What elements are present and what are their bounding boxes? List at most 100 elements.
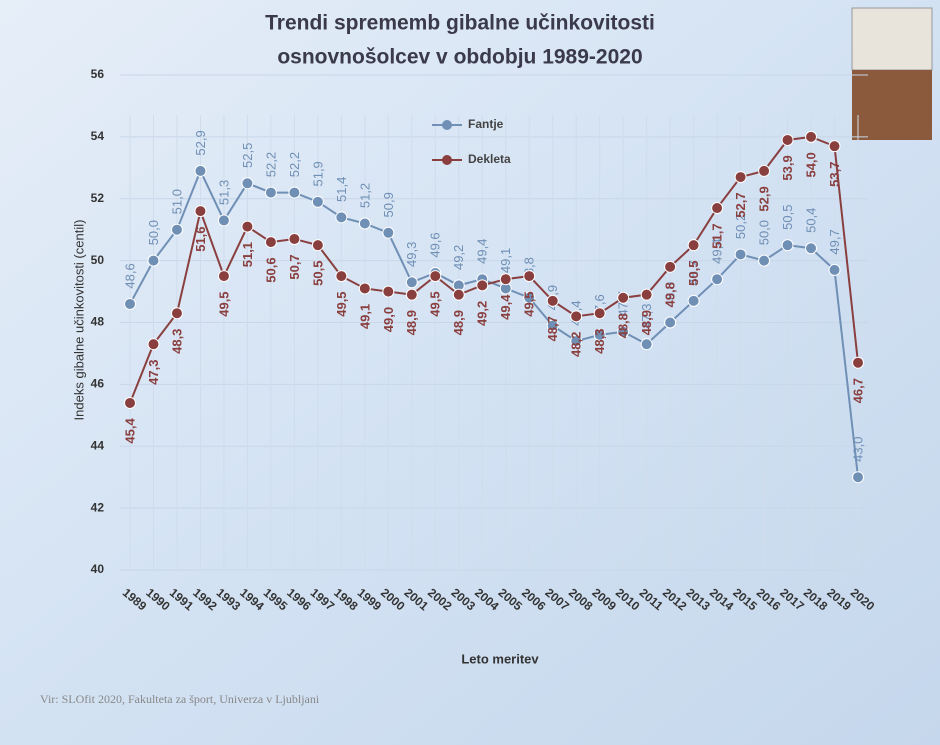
- data-point: [687, 239, 700, 252]
- data-point: [217, 214, 230, 227]
- data-point: [194, 164, 207, 177]
- data-label: 52,9: [757, 186, 772, 211]
- data-label: 49,4: [710, 239, 725, 264]
- data-point: [640, 338, 653, 351]
- data-point: [781, 133, 794, 146]
- data-point: [617, 291, 630, 304]
- data-label: 50,7: [287, 254, 302, 279]
- data-point: [147, 338, 160, 351]
- data-label: 51,2: [357, 183, 372, 208]
- data-label: 50,5: [686, 261, 701, 286]
- data-point: [734, 248, 747, 261]
- data-label: 49,2: [475, 301, 490, 326]
- data-point: [546, 294, 559, 307]
- data-point: [452, 288, 465, 301]
- data-label: 51,0: [169, 189, 184, 214]
- data-point: [382, 226, 395, 239]
- data-point: [828, 263, 841, 276]
- data-point: [476, 279, 489, 292]
- y-tick-label: 42: [91, 500, 105, 514]
- data-label: 43,0: [850, 437, 865, 462]
- data-label: 50,4: [803, 208, 818, 233]
- data-point: [124, 297, 136, 310]
- data-point: [358, 217, 371, 230]
- data-label: 52,5: [240, 143, 255, 168]
- y-axis-label: Indeks gibalne učinkovitosti (centil): [71, 220, 86, 421]
- data-label: 49,5: [216, 291, 231, 316]
- data-point: [805, 130, 818, 143]
- data-point: [499, 273, 512, 286]
- data-label: 49,8: [663, 282, 678, 307]
- data-label: 47,3: [639, 304, 654, 329]
- chart-subtitle: osnovnošolcev v obdobju 1989-2020: [277, 46, 642, 69]
- data-label: 49,7: [827, 229, 842, 254]
- data-label: 50,2: [733, 214, 748, 239]
- data-label: 49,4: [498, 294, 513, 320]
- data-point: [711, 273, 724, 286]
- data-point: [758, 164, 771, 177]
- legend-marker: [442, 155, 452, 165]
- data-point: [147, 254, 160, 267]
- data-point: [523, 270, 536, 283]
- y-tick-label: 44: [91, 438, 105, 452]
- logo-building: [851, 7, 933, 71]
- data-point: [382, 285, 395, 298]
- data-point: [828, 140, 841, 153]
- data-point: [593, 307, 606, 320]
- data-label: 53,9: [780, 155, 795, 180]
- data-label: 49,1: [357, 304, 372, 329]
- data-point: [124, 396, 136, 409]
- data-point: [170, 223, 183, 236]
- data-point: [664, 260, 677, 273]
- data-point: [194, 205, 207, 218]
- data-label: 48,0: [663, 282, 678, 307]
- data-label: 51,7: [710, 223, 725, 248]
- data-label: 49,0: [381, 307, 396, 332]
- data-point: [405, 288, 418, 301]
- data-point: [852, 471, 864, 484]
- chart-title: Trendi sprememb gibalne učinkovitosti: [265, 12, 655, 35]
- data-label: 54,0: [803, 152, 818, 177]
- y-tick-label: 48: [91, 315, 105, 329]
- data-label: 47,3: [146, 360, 161, 385]
- data-label: 53,7: [827, 162, 842, 187]
- logo: [851, 7, 933, 140]
- data-point: [241, 177, 254, 190]
- data-point: [734, 171, 747, 184]
- data-point: [664, 316, 677, 329]
- data-label: 50,0: [146, 220, 161, 245]
- data-point: [170, 307, 183, 320]
- data-label: 48,9: [404, 310, 419, 335]
- data-point: [405, 276, 418, 289]
- y-tick-label: 50: [91, 253, 105, 267]
- y-tick-label: 54: [91, 129, 105, 143]
- data-label: 51,9: [310, 161, 325, 186]
- data-label: 49,2: [451, 245, 466, 270]
- data-point: [264, 236, 277, 249]
- data-label: 46,7: [850, 378, 865, 403]
- data-point: [358, 282, 371, 295]
- data-label: 49,5: [522, 291, 537, 316]
- data-point: [288, 186, 301, 199]
- data-label: 48,9: [451, 310, 466, 335]
- data-label: 49,4: [475, 239, 490, 264]
- data-label: 50,9: [381, 192, 396, 217]
- data-label: 51,1: [240, 242, 255, 267]
- data-label: 52,7: [733, 192, 748, 217]
- data-point: [288, 232, 301, 245]
- data-point: [217, 270, 230, 283]
- data-label: 50,5: [310, 261, 325, 286]
- logo-block: [852, 70, 932, 140]
- data-point: [617, 325, 630, 338]
- data-point: [758, 254, 771, 267]
- data-label: 51,4: [334, 177, 349, 202]
- data-label: 49,5: [334, 291, 349, 316]
- data-point: [593, 328, 606, 341]
- data-label: 51,6: [193, 226, 208, 251]
- data-point: [546, 319, 559, 332]
- legend-label: Fantje: [468, 117, 504, 131]
- data-point: [687, 294, 700, 307]
- data-point: [264, 186, 277, 199]
- data-point: [523, 291, 536, 304]
- y-tick-label: 40: [91, 562, 105, 576]
